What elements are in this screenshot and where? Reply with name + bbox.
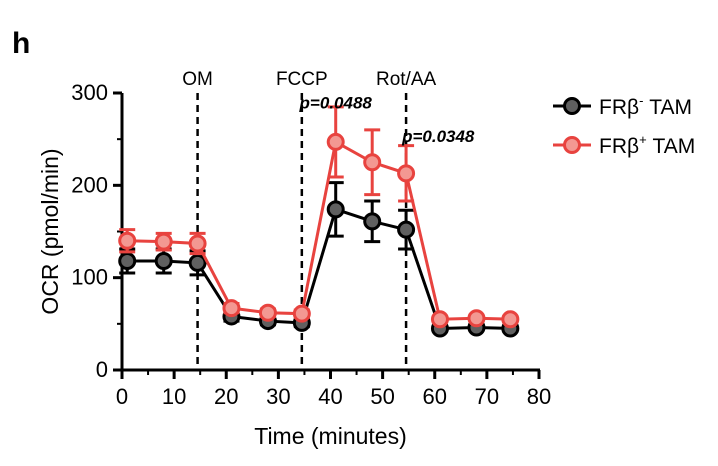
- axes: 0 100 200 300 0 10 20 30 40 50 60 70 80 Time (minutes…: [37, 80, 551, 449]
- x-tick-label: 20: [214, 384, 238, 409]
- series-line: [127, 139, 511, 321]
- event-label: OM: [182, 69, 213, 90]
- legend-label-suffix: TAM: [643, 96, 692, 119]
- data-point: [326, 132, 345, 151]
- event-label: FCCP: [276, 69, 328, 90]
- data-point: [397, 220, 416, 239]
- legend-marker: [563, 136, 581, 154]
- legend-label-sup: -: [639, 93, 643, 108]
- legend-label: FRβ- TAM: [599, 93, 692, 119]
- y-tick-label: 0: [96, 357, 108, 382]
- x-tick-label: 70: [475, 384, 499, 409]
- data-point: [222, 299, 241, 318]
- series-group: [118, 105, 520, 329]
- p-value-annotation: p=0.0488: [299, 94, 373, 113]
- x-axis-title: Time (minutes): [254, 423, 407, 449]
- y-axis-title: OCR (pmol/min): [37, 148, 63, 314]
- legend-label-base: FRβ: [599, 96, 639, 119]
- x-tick-label: 60: [423, 384, 447, 409]
- x-tick-label: 0: [116, 384, 128, 409]
- annotations: p=0.0488 p=0.0348: [299, 94, 475, 146]
- legend-label-sup: +: [639, 132, 647, 147]
- data-point: [258, 303, 277, 322]
- x-tick-label: 80: [527, 384, 551, 409]
- y-tick-label: 200: [71, 172, 108, 197]
- x-tick-label: 10: [162, 384, 186, 409]
- data-point: [292, 304, 311, 323]
- legend-label-base: FRβ: [599, 135, 639, 158]
- data-point: [154, 232, 173, 251]
- x-tick-label: 30: [266, 384, 290, 409]
- event-lines: OM FCCP Rot/AA: [182, 69, 436, 370]
- y-tick-label: 100: [71, 265, 108, 290]
- data-point: [188, 234, 207, 253]
- data-point: [430, 310, 449, 329]
- data-point: [326, 200, 345, 219]
- legend-label: FRβ+ TAM: [599, 132, 695, 158]
- legend-marker: [563, 97, 581, 115]
- data-point: [363, 212, 382, 231]
- data-point: [467, 309, 486, 328]
- data-point: [501, 310, 520, 329]
- x-tick-label: 40: [318, 384, 342, 409]
- y-tick-label: 300: [71, 80, 108, 105]
- p-value-annotation: p=0.0348: [401, 127, 475, 146]
- panel-label: h: [12, 27, 30, 60]
- data-point: [154, 252, 173, 271]
- series-layer: [118, 105, 520, 338]
- data-point: [397, 164, 416, 183]
- data-point: [118, 252, 137, 271]
- legend-label-suffix: TAM: [647, 135, 696, 158]
- data-point: [188, 253, 207, 272]
- data-point: [118, 231, 137, 250]
- data-point: [363, 153, 382, 172]
- x-tick-label: 50: [370, 384, 394, 409]
- series-group: [118, 181, 520, 338]
- event-label: Rot/AA: [376, 69, 437, 90]
